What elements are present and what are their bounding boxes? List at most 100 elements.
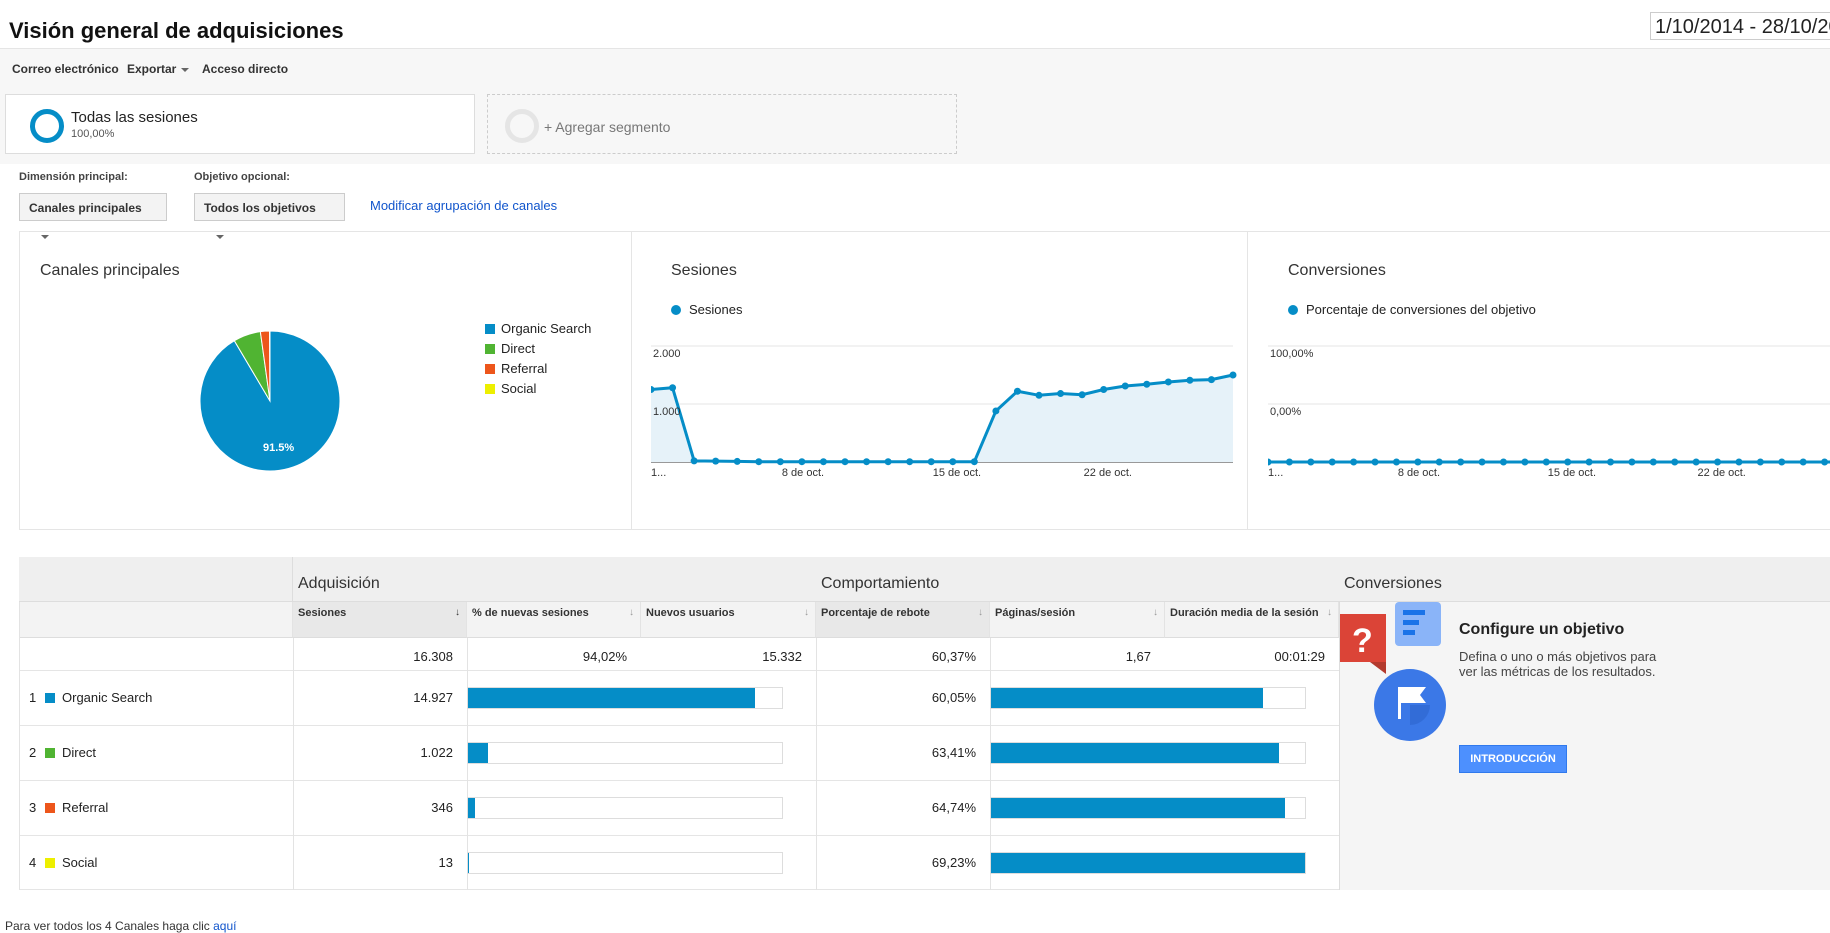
sessions-share-bar — [467, 742, 783, 764]
data-point — [1393, 459, 1400, 466]
data-point — [928, 458, 935, 465]
header-label: % de nuevas sesiones — [472, 607, 589, 619]
data-point — [798, 458, 805, 465]
row-color-swatch — [45, 803, 55, 813]
header-sessions[interactable]: Sesiones ↓ — [293, 602, 467, 638]
row-name-link[interactable]: Referral — [62, 800, 108, 815]
data-point — [1607, 459, 1614, 466]
x-tick-label: 15 de oct. — [1548, 467, 1596, 479]
header-bounce-rate[interactable]: Porcentaje de rebote↓ — [816, 602, 990, 638]
row-bounce-rate: 60,05% — [816, 690, 990, 705]
sessions-share-fill — [468, 853, 469, 873]
legend-swatch — [485, 364, 495, 374]
divider — [19, 725, 1339, 726]
bounce-share-bar — [990, 852, 1306, 874]
header-label: Sesiones — [298, 607, 346, 619]
data-point — [755, 458, 762, 465]
data-point — [1757, 459, 1764, 466]
data-point — [1079, 391, 1086, 398]
footer-link[interactable]: aquí — [213, 919, 236, 933]
optional-goal-label: Objetivo opcional: — [194, 171, 290, 183]
row-rank: 1 — [29, 690, 36, 705]
add-segment-button[interactable]: + Agregar segmento — [487, 94, 957, 154]
primary-dimension-label: Dimensión principal: — [19, 171, 128, 183]
data-point — [885, 458, 892, 465]
data-point — [1057, 390, 1064, 397]
data-point — [1122, 383, 1129, 390]
data-point — [1693, 459, 1700, 466]
group-conversions: Conversiones — [1339, 557, 1830, 602]
total-avg-duration: 00:01:29 — [1165, 638, 1339, 671]
goal-promo-text-1: Defina o uno o más objetivos para — [1459, 649, 1656, 664]
header-avg-duration[interactable]: Duración media de la sesión↓ — [1165, 602, 1339, 638]
email-button[interactable]: Correo electrónico — [12, 62, 119, 76]
row-color-swatch — [45, 748, 55, 758]
row-color-swatch — [45, 693, 55, 703]
segment-all-sessions[interactable]: Todas las sesiones 100,00% — [5, 94, 475, 154]
legend-dot — [671, 305, 681, 315]
row-sessions: 14.927 — [293, 690, 467, 705]
total-new-users: 15.332 — [641, 638, 816, 671]
date-range-picker[interactable]: 1/10/2014 - 28/10/2014 — [1650, 12, 1830, 40]
header-new-sessions-pct[interactable]: % de nuevas sesiones ↓ — [467, 602, 641, 638]
data-point — [1036, 392, 1043, 399]
header-label: Páginas/sesión — [995, 607, 1075, 619]
data-point — [1329, 459, 1336, 466]
modify-channel-grouping-link[interactable]: Modificar agrupación de canales — [370, 198, 557, 213]
data-point — [1307, 459, 1314, 466]
export-menu-button[interactable]: Exportar — [127, 62, 189, 76]
data-point — [1586, 459, 1593, 466]
conversions-chart: 100,00%0,00%1...8 de oct.15 de oct.22 de… — [1268, 337, 1830, 512]
legend-item-referral: Referral — [485, 359, 591, 379]
footer-text: Para ver todos los 4 Canales haga clic — [5, 919, 213, 933]
sessions-title: Sesiones — [671, 262, 737, 280]
legend-label: Organic Search — [501, 321, 591, 336]
data-point — [1564, 459, 1571, 466]
primary-dimension-dropdown[interactable]: Canales principales — [19, 193, 167, 221]
data-point — [992, 407, 999, 414]
data-point — [1800, 459, 1807, 466]
introduction-button[interactable]: INTRODUCCIÓN — [1459, 745, 1567, 773]
data-point — [1230, 372, 1237, 379]
divider — [19, 889, 1339, 890]
legend-item-organic: Organic Search — [485, 319, 591, 339]
sort-icon: ↓ — [629, 607, 634, 619]
x-tick-label: 1... — [1268, 467, 1283, 479]
segment-ring-empty-icon — [505, 109, 539, 143]
data-point — [1521, 459, 1528, 466]
data-point — [1714, 459, 1721, 466]
sort-desc-icon: ↓ — [455, 607, 460, 619]
data-point — [1350, 459, 1357, 466]
data-point — [1821, 459, 1828, 466]
bounce-share-bar — [990, 742, 1306, 764]
data-point — [712, 458, 719, 465]
optional-goal-dropdown[interactable]: Todos los objetivos — [194, 193, 345, 221]
total-pages-session: 1,67 — [990, 638, 1165, 671]
row-name-link[interactable]: Direct — [62, 745, 96, 760]
sort-icon: ↓ — [804, 607, 809, 619]
add-segment-label: + Agregar segmento — [544, 119, 670, 135]
acquisition-table: Adquisición Comportamiento Conversiones … — [19, 557, 1830, 890]
header-new-users[interactable]: Nuevos usuarios↓ — [641, 602, 816, 638]
sessions-share-bar — [467, 852, 783, 874]
row-bounce-rate: 64,74% — [816, 800, 990, 815]
group-behavior: Comportamiento — [816, 557, 1339, 602]
header-pages-session[interactable]: Páginas/sesión↓ — [990, 602, 1165, 638]
data-point — [906, 458, 913, 465]
data-point — [777, 458, 784, 465]
data-point — [1500, 459, 1507, 466]
data-point — [820, 458, 827, 465]
sort-icon: ↓ — [1327, 607, 1332, 619]
bounce-share-bar — [990, 687, 1306, 709]
row-name-link[interactable]: Social — [62, 855, 97, 870]
total-sessions: 16.308 — [293, 638, 467, 671]
form-line — [1403, 610, 1425, 615]
data-point — [971, 458, 978, 465]
row-name-link[interactable]: Organic Search — [62, 690, 152, 705]
pie-title: Canales principales — [40, 262, 180, 280]
page-title: Visión general de adquisiciones — [9, 18, 344, 44]
shortcut-button[interactable]: Acceso directo — [202, 62, 288, 76]
row-rank: 4 — [29, 855, 36, 870]
y-tick-label: 100,00% — [1270, 348, 1314, 360]
total-bounce-rate: 60,37% — [816, 638, 990, 671]
